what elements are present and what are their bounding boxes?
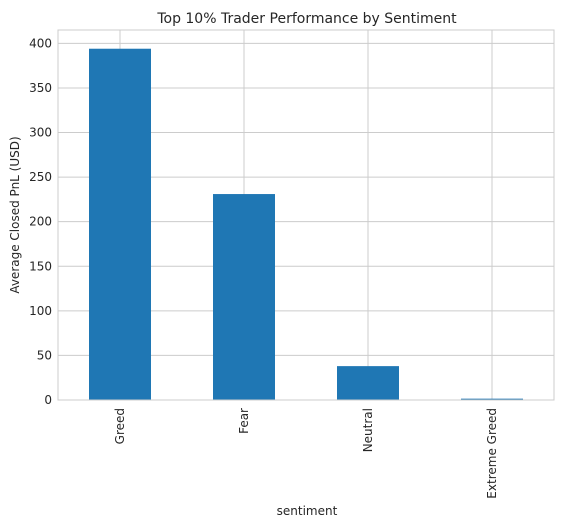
x-tick-label: Extreme Greed — [485, 408, 499, 499]
y-tick-label: 200 — [29, 215, 52, 229]
x-axis-label: sentiment — [277, 504, 338, 518]
y-tick-label: 100 — [29, 304, 52, 318]
y-tick-label: 400 — [29, 36, 52, 50]
bars — [89, 48, 523, 400]
y-tick-label: 0 — [44, 393, 52, 407]
plot-frame — [57, 29, 555, 401]
x-tick-label: Neutral — [361, 408, 375, 452]
x-axis-ticks: Greed Fear Neutral Extreme Greed — [113, 408, 499, 499]
y-axis-ticks: 0 50 100 150 200 250 300 350 400 — [29, 36, 52, 407]
bar — [337, 366, 399, 400]
y-tick-label: 350 — [29, 81, 52, 95]
bar — [461, 398, 523, 400]
x-tick-label: Fear — [237, 408, 251, 434]
y-tick-label: 150 — [29, 259, 52, 273]
y-axis-label: Average Closed PnL (USD) — [8, 136, 22, 293]
y-tick-label: 50 — [37, 348, 52, 362]
y-tick-label: 300 — [29, 126, 52, 140]
chart-title: Top 10% Trader Performance by Sentiment — [156, 11, 457, 27]
bar — [213, 194, 275, 400]
bar — [89, 48, 151, 400]
y-tick-label: 250 — [29, 170, 52, 184]
x-tick-label: Greed — [113, 408, 127, 444]
